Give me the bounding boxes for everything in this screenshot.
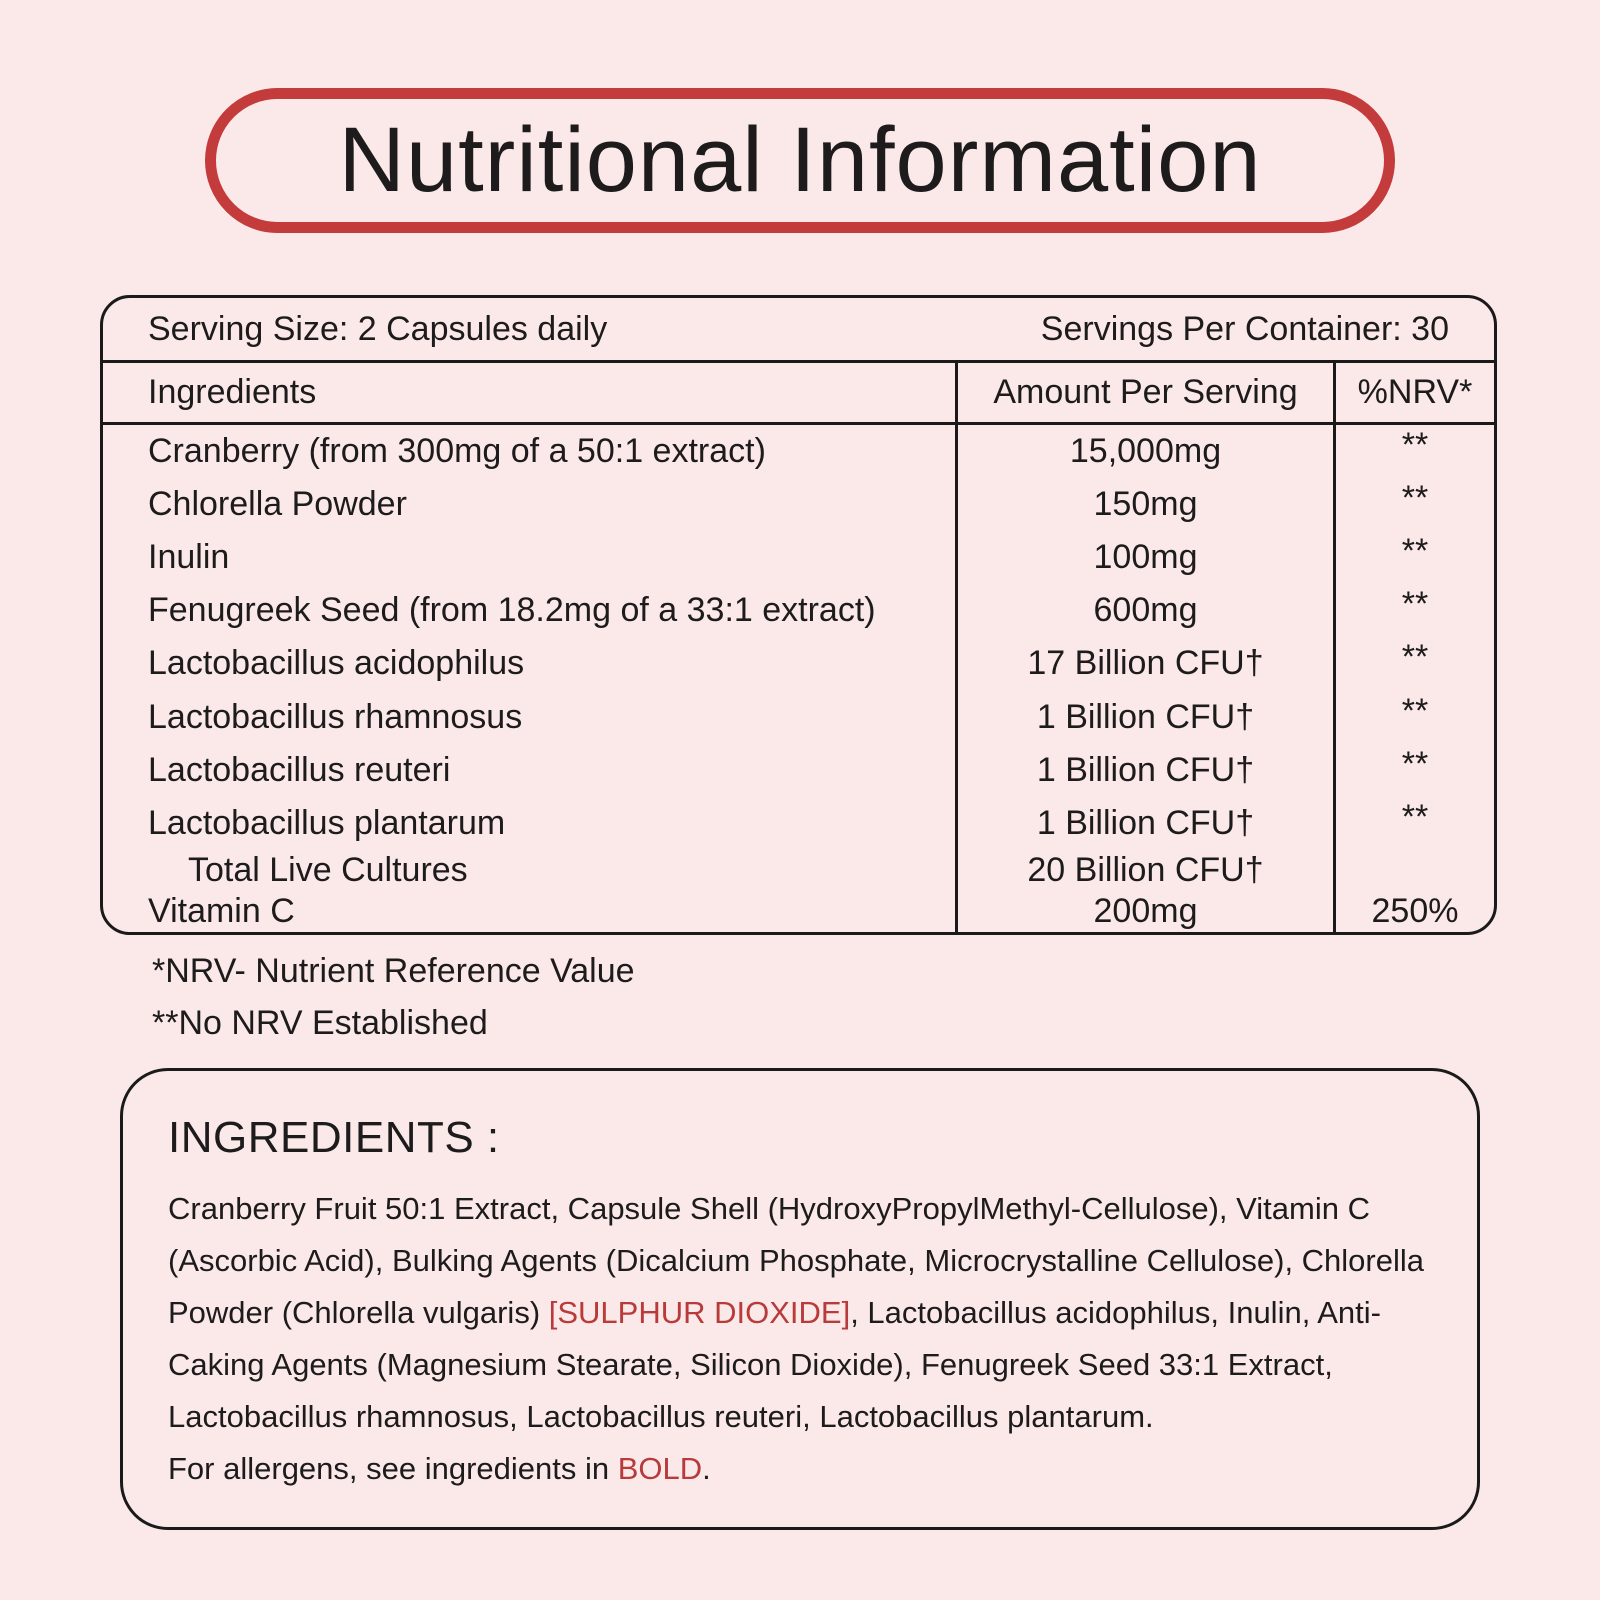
ingredient-name: Fenugreek Seed (from 18.2mg of a 33:1 ex…	[148, 591, 876, 630]
ingredient-nrv: 250%	[1371, 891, 1459, 930]
table-row: Lactobacillus rhamnosus 1 Billion CFU† *…	[103, 690, 1494, 744]
ingredients-text-part2: , Lactobacillus acidophilus, Inulin, Ant…	[168, 1295, 1381, 1434]
ingredients-text-part1: Cranberry Fruit 50:1 Extract, Capsule Sh…	[168, 1191, 1424, 1330]
ingredient-amount: 1 Billion CFU†	[955, 796, 1333, 850]
ingredient-name: Total Live Cultures	[188, 850, 468, 889]
ingredients-text: Cranberry Fruit 50:1 Extract, Capsule Sh…	[168, 1183, 1437, 1443]
table-row: Fenugreek Seed (from 18.2mg of a 33:1 ex…	[103, 584, 1494, 638]
ingredient-name: Cranberry (from 300mg of a 50:1 extract)	[148, 432, 766, 471]
ingredient-name: Inulin	[148, 538, 230, 577]
table-row: Inulin 100mg **	[103, 531, 1494, 585]
ingredient-amount: 15,000mg	[955, 425, 1333, 479]
ingredient-nrv: **	[1401, 691, 1429, 730]
ingredient-amount: 1 Billion CFU†	[955, 743, 1333, 797]
ingredient-name: Lactobacillus rhamnosus	[148, 697, 523, 736]
ingredient-nrv: **	[1401, 744, 1429, 783]
ingredient-amount: 1 Billion CFU†	[955, 690, 1333, 744]
supplement-facts-table: Serving Size: 2 Capsules daily Servings …	[100, 295, 1497, 935]
ingredient-amount: 150mg	[955, 478, 1333, 532]
ingredients-heading: INGREDIENTS :	[168, 1113, 500, 1162]
footnote-nrv-definition: *NRV- Nutrient Reference Value	[152, 952, 635, 990]
col-header-ingredients: Ingredients	[148, 373, 317, 411]
allergen-note-highlight: BOLD	[617, 1451, 703, 1486]
allergen-highlight: [SULPHUR DIOXIDE]	[548, 1295, 851, 1330]
ingredient-amount: 20 Billion CFU†	[955, 849, 1333, 891]
ingredients-panel: INGREDIENTS : Cranberry Fruit 50:1 Extra…	[120, 1068, 1480, 1530]
ingredient-amount: 100mg	[955, 531, 1333, 585]
ingredient-nrv: **	[1401, 585, 1429, 624]
servings-per-container: Servings Per Container: 30	[1040, 309, 1449, 348]
table-row: Lactobacillus acidophilus 17 Billion CFU…	[103, 637, 1494, 691]
table-row: Lactobacillus reuteri 1 Billion CFU† **	[103, 743, 1494, 797]
title-box: Nutritional Information	[205, 88, 1395, 233]
table-row: Vitamin C 200mg 250%	[103, 890, 1494, 932]
ingredient-nrv: **	[1401, 479, 1429, 518]
ingredient-nrv: **	[1401, 426, 1429, 465]
table-row: Chlorella Powder 150mg **	[103, 478, 1494, 532]
ingredient-amount: 17 Billion CFU†	[955, 637, 1333, 691]
table-header-row: Ingredients Amount Per Serving %NRV*	[103, 363, 1494, 425]
ingredient-amount: 600mg	[955, 584, 1333, 638]
ingredient-name: Lactobacillus plantarum	[148, 803, 506, 842]
page-title: Nutritional Information	[338, 109, 1262, 211]
ingredient-amount: 200mg	[955, 890, 1333, 932]
table-body: Cranberry (from 300mg of a 50:1 extract)…	[103, 425, 1494, 932]
allergen-note-prefix: For allergens, see ingredients in	[168, 1451, 618, 1486]
allergen-note: For allergens, see ingredients in BOLD.	[168, 1443, 1437, 1495]
ingredient-name: Lactobacillus reuteri	[148, 750, 451, 789]
serving-size: Serving Size: 2 Capsules daily	[148, 309, 608, 348]
ingredient-name: Vitamin C	[148, 891, 295, 930]
ingredient-nrv: **	[1401, 638, 1429, 677]
ingredient-name: Lactobacillus acidophilus	[148, 644, 525, 683]
ingredient-nrv: **	[1401, 797, 1429, 836]
table-row: Lactobacillus plantarum 1 Billion CFU† *…	[103, 796, 1494, 850]
footnotes: *NRV- Nutrient Reference Value **No NRV …	[152, 945, 635, 1049]
col-header-nrv: %NRV*	[1333, 363, 1494, 422]
table-row: Total Live Cultures 20 Billion CFU†	[103, 849, 1494, 891]
ingredient-name: Chlorella Powder	[148, 485, 407, 524]
table-row: Cranberry (from 300mg of a 50:1 extract)…	[103, 425, 1494, 479]
allergen-note-suffix: .	[702, 1451, 711, 1486]
footnote-no-nrv: **No NRV Established	[152, 1004, 488, 1042]
ingredient-nrv: **	[1401, 532, 1429, 571]
serving-row: Serving Size: 2 Capsules daily Servings …	[103, 298, 1494, 363]
col-header-amount: Amount Per Serving	[955, 363, 1333, 422]
